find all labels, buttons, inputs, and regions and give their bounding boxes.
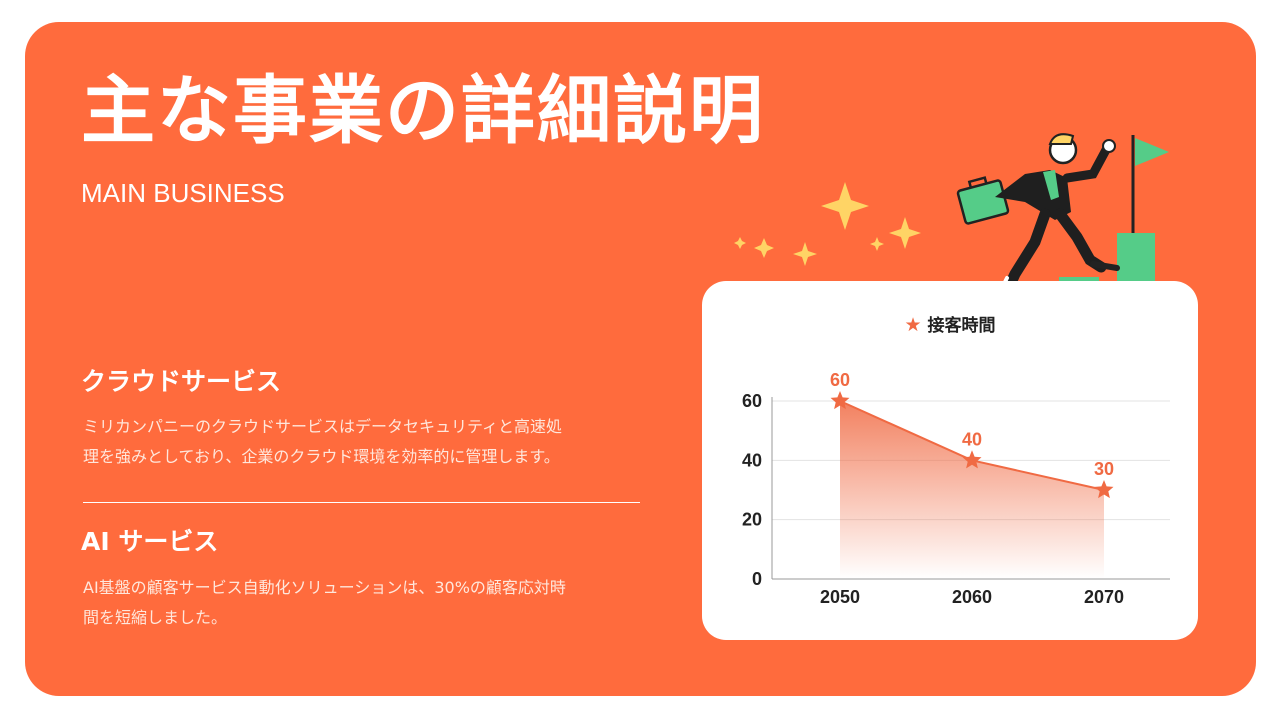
slide-background: 主な事業の詳細説明 MAIN BUSINESS クラウドサービス ミリカンパニー… xyxy=(25,22,1256,696)
chart-legend: ★ 接客時間 xyxy=(702,311,1198,336)
data-point xyxy=(962,450,982,469)
businessman-climbing-bar-chart-icon xyxy=(734,133,1169,302)
star-icon: ★ xyxy=(904,314,922,336)
legend-label: 接客時間 xyxy=(927,316,996,336)
data-point xyxy=(830,391,850,410)
x-tick-label: 2060 xyxy=(952,587,992,607)
section-text-line: ミリカンパニーのクラウドサービスはデータセキュリティと高速処 xyxy=(83,417,563,436)
section-divider xyxy=(83,502,640,503)
section-text-cloud: ミリカンパニーのクラウドサービスはデータセキュリティと高速処 理を強みとしており… xyxy=(83,412,653,472)
section-text-line: 理を強みとしており、企業のクラウド環境を効率的に管理します。 xyxy=(83,447,560,466)
y-tick-label: 60 xyxy=(742,391,762,411)
y-tick-label: 0 xyxy=(752,569,762,589)
area-fill xyxy=(840,401,1104,579)
section-text-line: AI基盤の顧客サービス自動化ソリューションは、30%の顧客応対時 xyxy=(83,578,566,597)
page-title: 主な事業の詳細説明 xyxy=(81,68,765,154)
x-tick-label: 2050 xyxy=(820,587,860,607)
data-label: 30 xyxy=(1094,459,1114,479)
section-title-ai: AI サービス xyxy=(81,527,219,556)
data-label: 60 xyxy=(830,370,850,390)
data-point xyxy=(1094,480,1114,499)
section-text-ai: AI基盤の顧客サービス自動化ソリューションは、30%の顧客応対時 間を短縮しまし… xyxy=(83,573,653,633)
page-subtitle: MAIN BUSINESS xyxy=(81,178,285,208)
data-label: 40 xyxy=(962,429,982,449)
section-title-cloud: クラウドサービス xyxy=(81,367,282,396)
y-tick-label: 20 xyxy=(742,510,762,530)
y-tick-label: 40 xyxy=(742,450,762,470)
x-tick-label: 2070 xyxy=(1084,587,1124,607)
section-text-line: 間を短縮しました。 xyxy=(83,608,228,627)
line-chart: 0 20 40 60 60 40 30 2050 2060 2070 xyxy=(742,370,1170,607)
chart-card: ★ 接客時間 0 20 40 60 60 40 30 2050 2060 2070 xyxy=(702,281,1198,640)
